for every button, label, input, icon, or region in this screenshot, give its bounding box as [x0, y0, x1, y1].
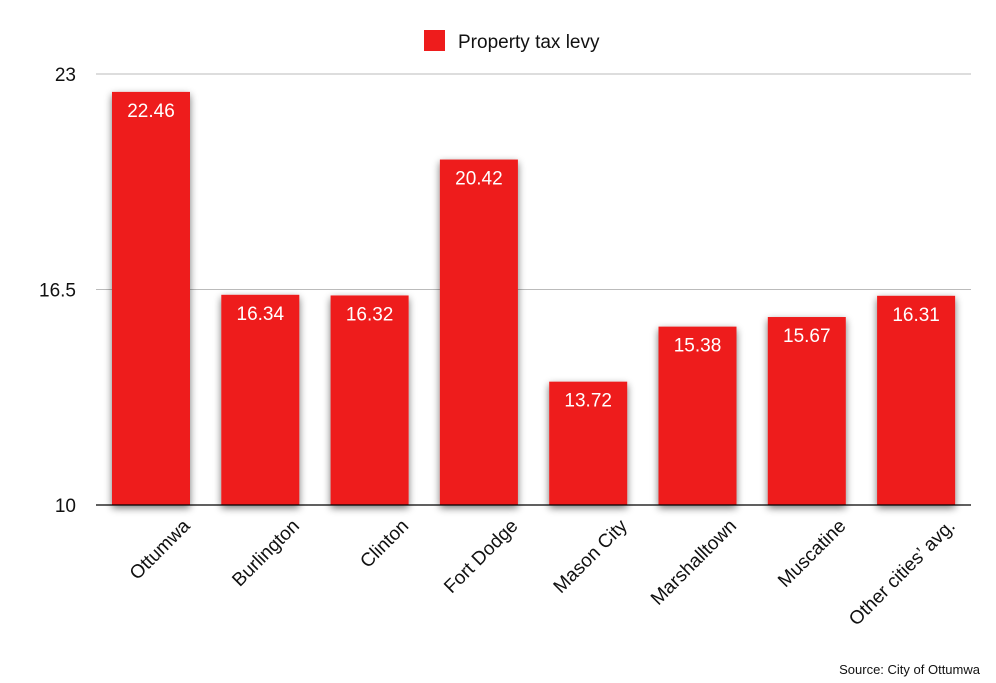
y-tick-label: 10 — [55, 496, 76, 517]
y-axis-ticks: 10 16.5 23 — [39, 65, 76, 517]
bar-data-labels: 22.46 16.34 16.32 20.42 13.72 15.38 15.67 16.31 — [127, 101, 940, 412]
bar-data-label: 15.67 — [783, 326, 831, 347]
bar — [549, 381, 628, 505]
x-category-label: Mason City — [550, 515, 632, 597]
x-category-label: Marshalltown — [647, 516, 741, 610]
bars — [112, 91, 956, 505]
x-category-label: Other cities’ avg. — [845, 516, 959, 630]
bar-data-label: 15.38 — [674, 336, 722, 357]
source-note: Source: City of Ottumwa — [839, 662, 981, 677]
y-tick-label: 23 — [55, 65, 76, 86]
x-category-label: Fort Dodge — [440, 516, 522, 598]
x-category-label: Muscatine — [774, 516, 850, 592]
bar — [221, 294, 300, 505]
y-tick-label: 16.5 — [39, 281, 76, 302]
bar-data-label: 16.31 — [892, 305, 940, 326]
x-category-label: Burlington — [228, 516, 303, 591]
x-axis-category-labels: Ottumwa Burlington Clinton Fort Dodge Mason … — [126, 515, 960, 630]
bar-data-label: 20.42 — [455, 169, 503, 190]
bar — [112, 91, 190, 505]
legend: Property tax levy — [424, 30, 600, 53]
bar — [767, 317, 846, 505]
bar-data-label: 16.32 — [346, 304, 394, 325]
gridlines — [96, 73, 971, 290]
legend-label: Property tax levy — [458, 32, 600, 53]
bar — [658, 326, 737, 505]
legend-swatch — [424, 30, 445, 51]
bar-data-label: 16.34 — [237, 304, 285, 325]
x-category-label: Clinton — [356, 516, 413, 573]
bar — [877, 295, 956, 505]
bar-data-label: 22.46 — [127, 101, 175, 122]
x-category-label: Ottumwa — [126, 515, 195, 584]
bar-data-label: 13.72 — [564, 391, 612, 412]
bar — [330, 295, 409, 505]
bar — [439, 159, 518, 505]
